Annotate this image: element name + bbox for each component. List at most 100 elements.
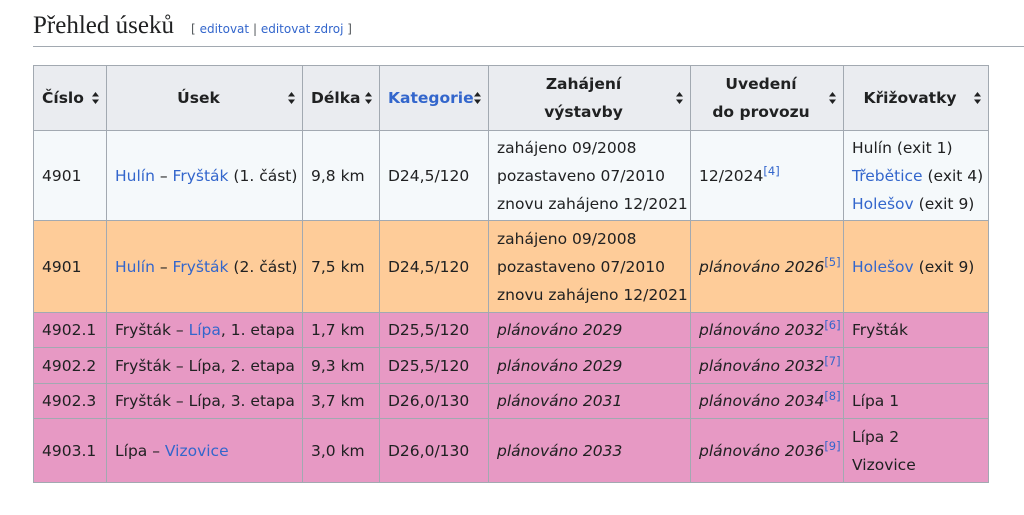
cell-line: 9,3 km xyxy=(311,352,371,380)
cell-line: Hulín (exit 1) xyxy=(852,134,980,162)
sort-icon[interactable] xyxy=(474,92,481,104)
reference[interactable]: [4] xyxy=(763,163,780,178)
cell-text: plánováno 2036 xyxy=(699,441,825,460)
cell-line: 4901 xyxy=(42,253,98,281)
cell-text: Lípa 2 xyxy=(852,427,900,446)
cell-line: plánováno 2031 xyxy=(497,387,682,415)
cell-text: D26,0/130 xyxy=(388,441,470,460)
table-cell: 9,8 km xyxy=(302,130,380,221)
table-cell: plánováno 2029 xyxy=(488,347,691,384)
cell-link[interactable]: Hulín xyxy=(115,166,155,185)
table-cell: Fryšták xyxy=(843,312,989,348)
sort-icon[interactable] xyxy=(829,92,836,104)
bracket: ] xyxy=(347,22,352,36)
cell-link[interactable]: Holešov xyxy=(852,194,914,213)
cell-line: Fryšták – Lípa, 3. etapa xyxy=(115,387,295,415)
sort-icon[interactable] xyxy=(365,92,372,104)
cell-line: Fryšták xyxy=(852,316,980,344)
table-row: 4903.1 Lípa – Vizovice 3,0 km D26,0/130 plán… xyxy=(33,418,989,483)
header-cell[interactable]: Křižovatky xyxy=(843,65,989,131)
cell-text: D25,5/120 xyxy=(388,356,470,375)
cell-text: 1,7 km xyxy=(311,321,365,339)
cell-line: Holešov (exit 9) xyxy=(852,190,980,218)
edit-section: [ editovat | editovat zdroj ] xyxy=(191,22,352,36)
cell-line: 3,7 km xyxy=(311,387,371,415)
cell-link[interactable]: Fryšták xyxy=(172,257,229,276)
header-cell[interactable]: Číslo xyxy=(33,65,107,131)
cell-line: plánováno 2034[8] xyxy=(699,387,841,415)
table-cell: Hulín – Fryšták (2. část) xyxy=(106,220,303,313)
table-cell: D25,5/120 xyxy=(379,347,489,384)
table-cell: 4901 xyxy=(33,130,107,221)
reference[interactable]: [8] xyxy=(824,388,841,403)
header-text: Zahájení xyxy=(545,75,622,93)
sort-arrows xyxy=(974,92,981,104)
cell-text: 4902.2 xyxy=(42,356,97,375)
header-text[interactable]: Kategorie xyxy=(388,89,474,107)
cell-line: D26,0/130 xyxy=(388,437,480,465)
header-text: Křižovatky xyxy=(863,89,957,107)
cell-text: (1. část) xyxy=(228,166,298,185)
cell-line: 4902.2 xyxy=(42,352,98,380)
cell-text: znovu zahájeno 12/2021 xyxy=(497,194,688,213)
header-text: Délka xyxy=(311,89,361,107)
sort-icon[interactable] xyxy=(676,92,683,104)
cell-text: 4901 xyxy=(42,166,82,185)
table-row: 4901 Hulín – Fryšták (2. část) 7,5 km D24,5… xyxy=(33,220,989,313)
table-cell: D26,0/130 xyxy=(379,383,489,419)
table-cell: plánováno 2034[8] xyxy=(690,383,844,419)
cell-link[interactable]: Třebětice xyxy=(852,166,923,185)
cell-text: 4902.3 xyxy=(42,392,97,410)
reference[interactable]: [7] xyxy=(824,353,841,368)
header-cell[interactable]: Uvedení do provozu xyxy=(690,65,844,131)
header-cell[interactable]: Zahájení výstavby xyxy=(488,65,691,131)
cell-line: zahájeno 09/2008 xyxy=(497,225,682,253)
reference[interactable]: [6] xyxy=(824,317,841,332)
cell-link[interactable]: Holešov xyxy=(852,257,914,276)
cell-line: znovu zahájeno 12/2021 xyxy=(497,190,688,218)
cell-text: Fryšták – Lípa, 3. etapa xyxy=(115,392,295,410)
reference[interactable]: [5] xyxy=(824,254,841,269)
header-text: Číslo xyxy=(42,89,84,107)
cell-line: plánováno 2029 xyxy=(497,352,682,380)
cell-text: 4902.1 xyxy=(42,321,97,339)
bracket: [ xyxy=(191,22,196,36)
cell-text: plánováno 2026 xyxy=(699,257,825,276)
reference[interactable]: [9] xyxy=(824,438,841,453)
cell-line: Lípa 2 xyxy=(852,423,980,451)
sort-arrows xyxy=(474,92,481,104)
cell-line: Lípa 1 xyxy=(852,387,980,415)
cell-text: 4903.1 xyxy=(42,441,97,460)
header-cell[interactable]: Úsek xyxy=(106,65,303,131)
sort-icon[interactable] xyxy=(92,92,99,104)
table-cell: plánováno 2033 xyxy=(488,418,691,483)
cell-link[interactable]: Vizovice xyxy=(164,441,229,460)
cell-link[interactable]: Lípa xyxy=(188,321,221,339)
cell-text: – xyxy=(154,257,173,276)
edit-link[interactable]: editovat xyxy=(199,22,250,36)
header-cell[interactable]: Kategorie xyxy=(379,65,489,131)
cell-text: (exit 9) xyxy=(913,194,975,213)
cell-line: D24,5/120 xyxy=(388,253,480,281)
cell-text: Fryšták – xyxy=(115,321,189,339)
cell-line: Hulín – Fryšták (1. část) xyxy=(115,162,297,190)
sort-arrows xyxy=(92,92,99,104)
header-cell[interactable]: Délka xyxy=(302,65,380,131)
edit-link[interactable]: editovat zdroj xyxy=(260,22,344,36)
table-cell: plánováno 2032[7] xyxy=(690,347,844,384)
cell-line: 3,0 km xyxy=(311,437,371,465)
cell-text: Hulín (exit 1) xyxy=(852,138,953,157)
table-cell: Fryšták – Lípa, 1. etapa xyxy=(106,312,303,348)
table-cell xyxy=(843,347,989,384)
cell-text: plánováno 2029 xyxy=(497,321,623,339)
cell-link[interactable]: Fryšták xyxy=(172,166,229,185)
cell-line: plánováno 2032[6] xyxy=(699,316,841,344)
cell-line: Fryšták – Lípa, 1. etapa xyxy=(115,316,295,344)
table-cell: plánováno 2032[6] xyxy=(690,312,844,348)
sort-icon[interactable] xyxy=(288,92,295,104)
sort-icon[interactable] xyxy=(974,92,981,104)
cell-text: plánováno 2029 xyxy=(497,356,623,375)
table-row: 4902.2 Fryšták – Lípa, 2. etapa 9,3 km D25,… xyxy=(33,347,989,384)
table-cell: D26,0/130 xyxy=(379,418,489,483)
cell-link[interactable]: Hulín xyxy=(115,257,155,276)
